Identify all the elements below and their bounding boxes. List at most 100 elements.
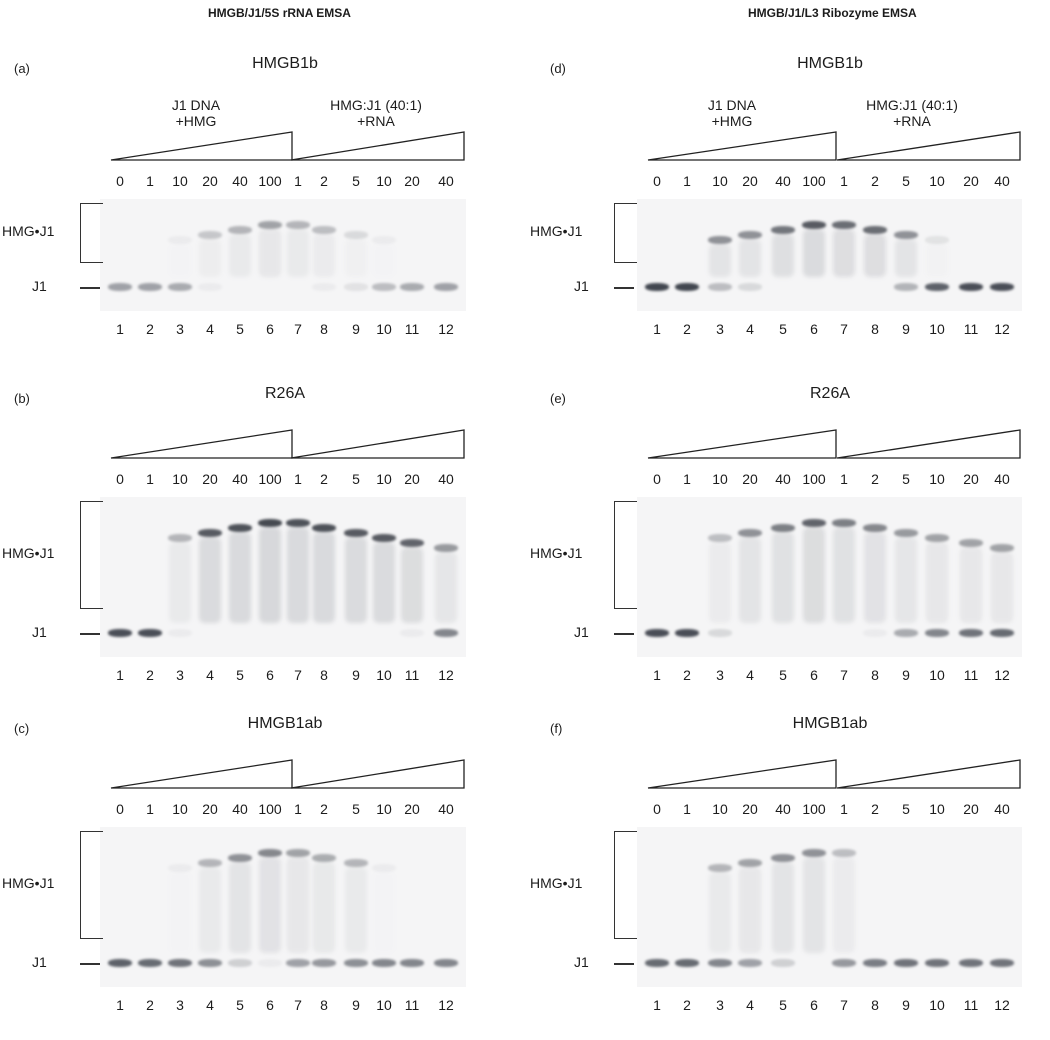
free-dna-band xyxy=(108,959,132,967)
bound-complex-band xyxy=(738,529,762,537)
lane-number: 10 xyxy=(929,321,945,337)
free-dna-band xyxy=(645,283,669,291)
concentration-label: 5 xyxy=(902,471,910,487)
concentration-label: 40 xyxy=(438,471,454,487)
panel-e: (e) R26A 0 1 10 20 40 100 1 2 5 10 20 40 HMG•J1 J1 1 2 3 4 5… xyxy=(530,385,1050,710)
panel-f: (f) HMGB1ab 0 1 10 20 40 100 1 2 5 10 20 40 HMG•J1 J1 1 2… xyxy=(530,715,1050,1040)
lane-number: 1 xyxy=(116,667,124,683)
lane-number: 11 xyxy=(404,321,420,337)
bound-complex-band xyxy=(832,519,856,527)
lane-number: 12 xyxy=(994,997,1010,1013)
bound-complex-band xyxy=(372,236,396,244)
concentration-label: 10 xyxy=(172,801,188,817)
concentration-label: 10 xyxy=(376,173,392,189)
free-dna-tick xyxy=(80,287,100,289)
concentration-label: 2 xyxy=(871,471,879,487)
bound-complex-band xyxy=(434,544,458,552)
bound-complex-band xyxy=(802,519,826,527)
concentration-label: 1 xyxy=(146,471,154,487)
lane-number: 10 xyxy=(929,997,945,1013)
lane-number: 1 xyxy=(653,997,661,1013)
group-label-line: J1 DNA xyxy=(171,97,221,113)
bound-complex-band xyxy=(372,864,396,872)
concentration-label: 40 xyxy=(232,471,248,487)
free-dna-band xyxy=(925,629,949,637)
concentration-label: 2 xyxy=(320,801,328,817)
concentration-label: 0 xyxy=(116,801,124,817)
free-dna-band xyxy=(344,283,368,291)
lane-number: 4 xyxy=(746,321,754,337)
free-dna-band xyxy=(925,283,949,291)
free-dna-band xyxy=(894,959,918,967)
band-smear xyxy=(199,537,221,623)
bound-complex-band xyxy=(198,859,222,867)
free-dna-band xyxy=(258,959,282,967)
concentration-label: 5 xyxy=(352,471,360,487)
band-smear xyxy=(169,244,191,277)
free-dna-band xyxy=(400,283,424,291)
band-smear xyxy=(259,527,281,623)
rna-gradient-wedge xyxy=(836,429,1021,459)
concentration-label: 5 xyxy=(352,801,360,817)
wedge-shape xyxy=(647,131,837,161)
concentration-label: 1 xyxy=(683,173,691,189)
protein-gradient-wedge xyxy=(110,131,293,161)
panel-letter: (d) xyxy=(550,61,566,76)
wedge-shape xyxy=(110,429,293,459)
free-dna-band xyxy=(434,959,458,967)
free-dna-tick xyxy=(614,633,634,635)
band-smear xyxy=(926,542,948,623)
concentration-label: 20 xyxy=(742,471,758,487)
concentration-label: 5 xyxy=(902,173,910,189)
wedge-shape xyxy=(836,759,1021,789)
bound-complex-label: HMG•J1 xyxy=(2,875,55,891)
lane-number: 12 xyxy=(994,667,1010,683)
lane-number: 3 xyxy=(716,667,724,683)
bound-complex-bracket xyxy=(614,501,637,609)
free-dna-tick xyxy=(614,963,634,965)
band-smear xyxy=(926,244,948,277)
free-dna-band xyxy=(894,629,918,637)
bound-complex-band xyxy=(802,849,826,857)
rna-gradient-wedge xyxy=(290,759,465,789)
panel-letter: (f) xyxy=(550,721,563,736)
lane-number: 8 xyxy=(320,997,328,1013)
band-smear xyxy=(991,552,1013,623)
free-dna-band xyxy=(108,283,132,291)
concentration-label: 100 xyxy=(802,471,826,487)
band-smear xyxy=(864,532,886,623)
free-dna-tick xyxy=(80,633,100,635)
free-dna-band xyxy=(771,959,795,967)
concentration-label: 0 xyxy=(653,173,661,189)
lane-number: 5 xyxy=(779,321,787,337)
lane-number: 3 xyxy=(176,997,184,1013)
bound-complex-bracket xyxy=(80,831,103,939)
free-dna-band xyxy=(894,283,918,291)
concentration-label: 2 xyxy=(320,173,328,189)
lane-number: 5 xyxy=(779,997,787,1013)
band-smear xyxy=(169,872,191,953)
band-smear xyxy=(772,234,794,277)
concentration-label: 0 xyxy=(116,173,124,189)
lane-number: 10 xyxy=(929,667,945,683)
concentration-label: 10 xyxy=(929,471,945,487)
lane-number: 10 xyxy=(376,667,392,683)
free-dna-band xyxy=(863,629,887,637)
lane-number: 4 xyxy=(206,667,214,683)
wedge-shape xyxy=(836,429,1021,459)
concentration-label: 20 xyxy=(202,173,218,189)
free-dna-band xyxy=(228,959,252,967)
band-smear xyxy=(709,244,731,277)
bound-complex-band xyxy=(925,236,949,244)
concentration-label: 40 xyxy=(438,173,454,189)
lane-number: 4 xyxy=(206,321,214,337)
band-smear xyxy=(864,234,886,277)
bound-complex-band xyxy=(344,529,368,537)
free-dna-band xyxy=(198,959,222,967)
free-dna-band xyxy=(312,959,336,967)
bound-complex-band xyxy=(258,221,282,229)
lane-number: 6 xyxy=(810,321,818,337)
concentration-label: 40 xyxy=(994,801,1010,817)
free-dna-band xyxy=(738,959,762,967)
lane-number: 11 xyxy=(404,997,420,1013)
